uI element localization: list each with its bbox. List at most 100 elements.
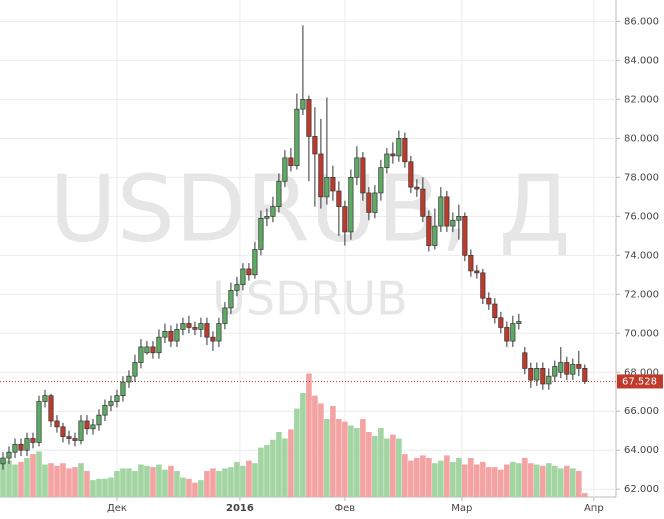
volume-bar — [564, 465, 570, 497]
candle-body — [366, 192, 372, 213]
candle-body — [468, 254, 474, 272]
volume-bar — [318, 403, 324, 497]
candle-body — [516, 321, 522, 324]
watermark: USDRUB, Д — [49, 155, 570, 262]
volume-bar — [204, 471, 210, 497]
y-tick-label: 76.000 — [624, 211, 659, 222]
volume-bar — [366, 432, 372, 497]
candle-body — [90, 424, 96, 430]
candle-body — [462, 215, 468, 256]
candle-body — [582, 368, 588, 382]
candle-body — [486, 297, 492, 305]
volume-bar — [144, 465, 150, 497]
volume-bar — [486, 467, 492, 497]
candle-body — [576, 364, 582, 369]
candle-body — [168, 330, 174, 342]
candle-body — [504, 327, 510, 342]
candle-body — [432, 225, 438, 246]
y-tick-label: 84.000 — [624, 55, 659, 66]
volume-bar — [12, 464, 18, 497]
volume-bar — [24, 458, 30, 497]
candle-body — [354, 157, 360, 178]
volume-bar — [510, 461, 516, 497]
volume-bar — [186, 478, 192, 497]
candle-body — [246, 268, 252, 276]
candle-body — [258, 217, 264, 250]
volume-bar — [276, 432, 282, 497]
candle-body — [276, 180, 282, 207]
candle-body — [564, 362, 570, 375]
volume-bar — [384, 438, 390, 497]
candle-body — [162, 330, 168, 338]
candle-body — [216, 323, 222, 342]
volume-bar — [474, 464, 480, 497]
candle-body — [396, 138, 402, 157]
volume-bar — [96, 478, 102, 497]
x-tick-label: Фев — [335, 503, 356, 514]
volume-bar — [312, 395, 318, 497]
volume-bar — [120, 468, 126, 497]
volume-bar — [132, 471, 138, 497]
candle-body — [108, 401, 114, 406]
candle-body — [24, 438, 30, 451]
candle-body — [444, 196, 450, 227]
candle-body — [294, 108, 300, 167]
volume-bar — [576, 471, 582, 497]
volume-bar — [102, 478, 108, 497]
candle-body — [552, 366, 558, 377]
volume-bar — [420, 455, 426, 497]
candle-body — [120, 381, 126, 397]
volume-bar — [156, 464, 162, 497]
candle-body — [546, 375, 552, 385]
volume-bar — [138, 464, 144, 497]
candle-body — [522, 352, 528, 369]
candle-body — [372, 192, 378, 213]
x-tick-label: Мар — [451, 503, 472, 514]
candle-body — [138, 346, 144, 363]
volume-bar — [60, 463, 66, 497]
candle-body — [342, 206, 348, 233]
volume-bar — [282, 438, 288, 497]
volume-bar — [498, 469, 504, 497]
volume-bar — [222, 468, 228, 497]
volume-bar — [558, 468, 564, 497]
candle-body — [570, 364, 576, 375]
volume-bar — [402, 454, 408, 497]
volume-bar — [162, 469, 168, 497]
candle-body — [126, 375, 132, 383]
volume-bar — [426, 458, 432, 497]
volume-bar — [342, 421, 348, 497]
candle-body — [144, 346, 150, 354]
volume-bar — [528, 463, 534, 497]
volume-bar — [216, 471, 222, 497]
plot — [0, 25, 616, 497]
volume-bar — [288, 429, 294, 497]
candle-body — [228, 290, 234, 309]
candle-body — [384, 153, 390, 168]
candle-body — [360, 157, 366, 194]
volume-bar — [174, 471, 180, 497]
volume-bar — [516, 463, 522, 497]
volume-bar — [210, 468, 216, 497]
candle-body — [150, 346, 156, 354]
volume-bar — [264, 445, 270, 497]
volume-bar — [108, 477, 114, 497]
volume-bar — [90, 480, 96, 497]
volume-bar — [42, 464, 48, 497]
volume-bar — [54, 465, 60, 497]
candle-body — [288, 157, 294, 167]
volume-bar — [150, 467, 156, 497]
volume-bar — [372, 435, 378, 497]
volume-bar — [540, 465, 546, 497]
candle-body — [60, 426, 66, 437]
candle-body — [66, 436, 72, 439]
candle-body — [18, 444, 24, 451]
candle-body — [204, 323, 210, 338]
volume-bar — [6, 460, 12, 497]
candle-body — [36, 401, 42, 443]
candle-body — [402, 138, 408, 163]
x-tick-label: Дек — [107, 503, 127, 514]
candle-body — [450, 219, 456, 227]
volume-bar — [480, 461, 486, 497]
volume-bar — [48, 463, 54, 497]
